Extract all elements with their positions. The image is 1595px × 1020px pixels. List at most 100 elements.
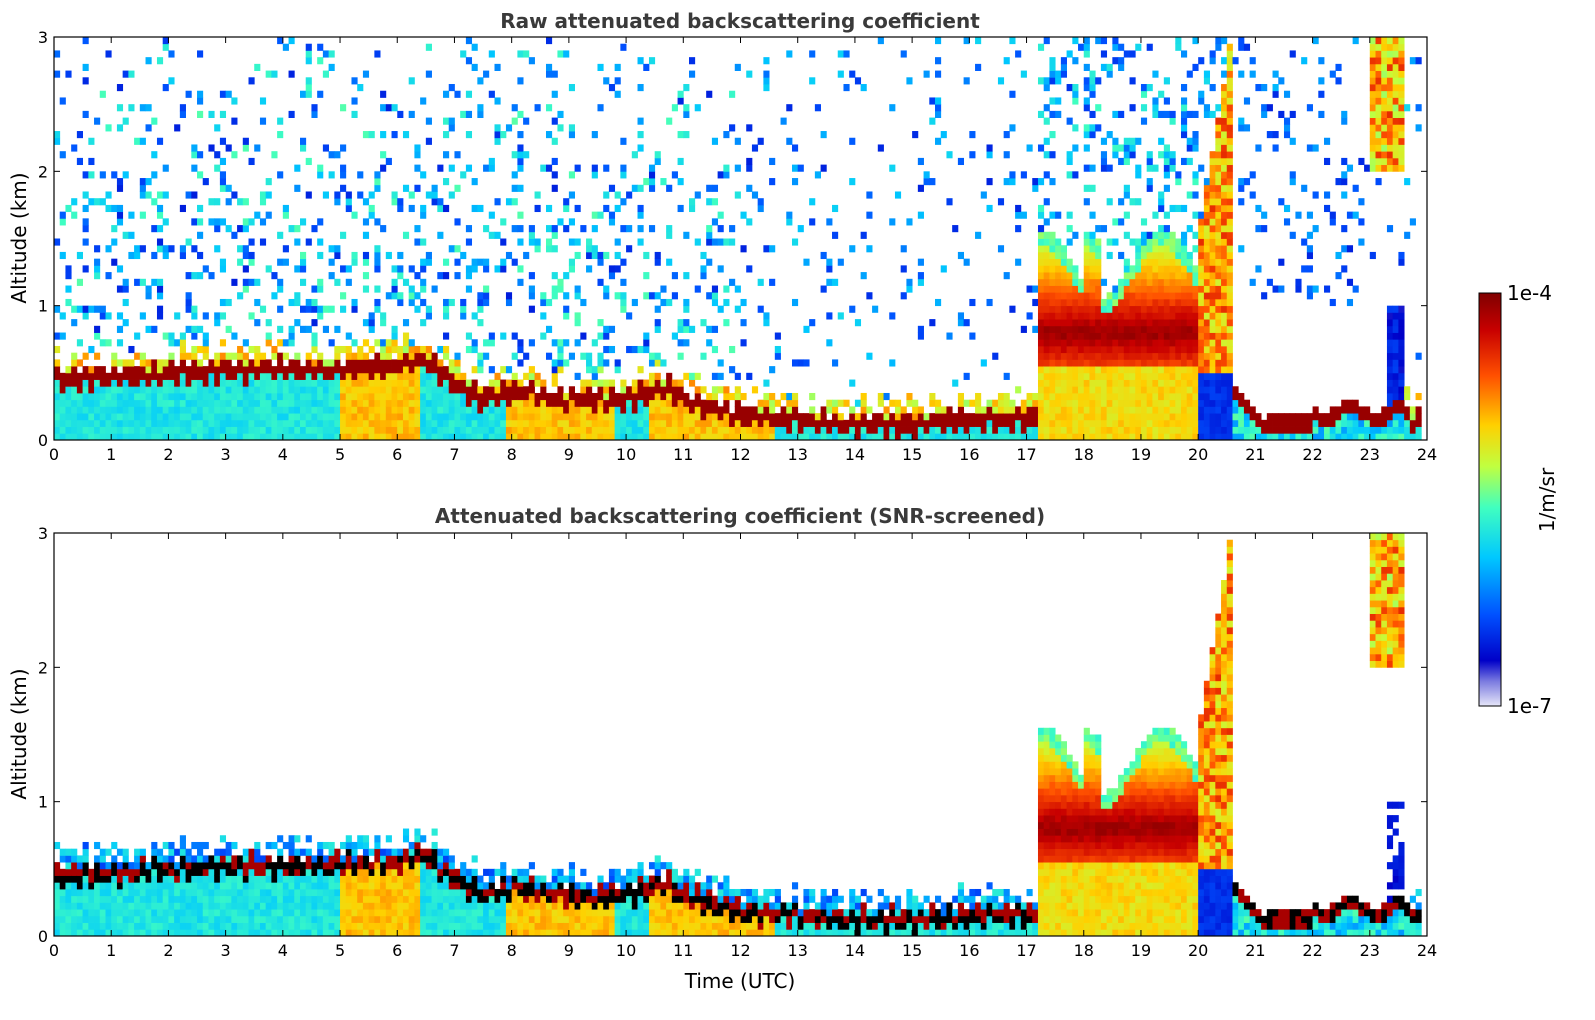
heatmap-cell — [1129, 386, 1136, 394]
heatmap-cell — [82, 882, 89, 890]
heatmap-cell — [580, 419, 587, 427]
heatmap-cell — [1386, 117, 1394, 125]
heatmap-cell — [528, 292, 535, 300]
heatmap-cell — [1352, 184, 1359, 192]
heatmap-cell — [139, 929, 146, 937]
heatmap-cell — [1146, 345, 1153, 354]
heatmap-cell — [957, 251, 965, 260]
heatmap-cell — [1386, 90, 1394, 98]
heatmap-cell — [454, 386, 461, 394]
heatmap-cell — [185, 419, 192, 427]
heatmap-cell — [65, 875, 72, 883]
heatmap-cell — [1083, 292, 1090, 300]
heatmap-cell — [729, 225, 736, 233]
heatmap-cell — [608, 265, 616, 273]
heatmap-cell — [763, 57, 770, 65]
heatmap-cell — [1209, 198, 1216, 206]
heatmap-cell — [517, 164, 524, 172]
heatmap-cell — [603, 433, 610, 441]
heatmap-cell — [1066, 406, 1073, 414]
heatmap-cell — [1129, 198, 1136, 206]
heatmap-cell — [345, 265, 352, 273]
heatmap-cell — [1146, 164, 1153, 172]
heatmap-cell — [837, 50, 844, 58]
heatmap-cell — [1049, 258, 1056, 266]
heatmap-cell — [591, 251, 598, 260]
heatmap-cell — [1209, 218, 1216, 226]
heatmap-cell — [1118, 379, 1125, 387]
heatmap-cell — [271, 272, 278, 280]
heatmap-cell — [408, 392, 415, 401]
heatmap-cell — [139, 178, 146, 186]
heatmap-cell — [786, 413, 793, 421]
heatmap-cell — [1158, 332, 1165, 340]
heatmap-cell — [465, 386, 473, 394]
heatmap-cell — [1100, 345, 1108, 354]
heatmap-cell — [448, 426, 455, 434]
heatmap-cell — [603, 325, 610, 333]
heatmap-cell — [660, 359, 667, 367]
heatmap-cell — [1152, 413, 1159, 421]
heatmap-cell — [1055, 251, 1062, 260]
heatmap-cell — [471, 204, 478, 213]
heatmap-cell — [82, 352, 89, 360]
heatmap-cell — [677, 386, 684, 394]
heatmap-cell — [317, 413, 324, 421]
heatmap-cell — [380, 104, 387, 112]
heatmap-cell — [1318, 77, 1325, 85]
heatmap-cell — [242, 392, 249, 401]
heatmap-cell — [128, 419, 135, 427]
heatmap-cell — [362, 258, 370, 266]
heatmap-cell — [214, 319, 221, 327]
heatmap-cell — [214, 413, 221, 421]
heatmap-cell — [1043, 285, 1050, 293]
heatmap-cell — [1060, 298, 1067, 307]
heatmap-cell — [122, 278, 129, 286]
heatmap-cell — [1415, 419, 1422, 427]
heatmap-cell — [88, 399, 95, 407]
heatmap-cell — [99, 433, 106, 441]
heatmap-cell — [1146, 312, 1153, 320]
heatmap-cell — [591, 406, 598, 414]
heatmap-cell — [1221, 292, 1228, 300]
heatmap-cell — [648, 419, 656, 427]
heatmap-cell — [574, 251, 581, 260]
heatmap-cell — [1015, 211, 1022, 219]
heatmap-cell — [408, 191, 415, 199]
heatmap-cell — [1020, 426, 1027, 434]
heatmap-cell — [168, 379, 175, 387]
heatmap-cell — [374, 379, 381, 387]
heatmap-cell — [505, 292, 513, 300]
heatmap-cell — [1226, 63, 1233, 71]
heatmap-cell — [179, 392, 186, 401]
heatmap-cell — [1123, 345, 1130, 354]
heatmap-cell — [551, 171, 558, 179]
heatmap-cell — [689, 204, 696, 213]
heatmap-cell — [168, 245, 175, 253]
heatmap-cell — [1192, 379, 1199, 387]
heatmap-cell — [694, 191, 701, 199]
heatmap-cell — [1026, 399, 1033, 407]
heatmap-cell — [1306, 144, 1313, 152]
heatmap-cell — [631, 379, 638, 387]
heatmap-cell — [1346, 298, 1354, 307]
heatmap-cell — [1358, 433, 1365, 441]
heatmap-cell — [328, 433, 335, 441]
heatmap-cell — [1118, 433, 1125, 441]
heatmap-cell — [1386, 50, 1394, 58]
heatmap-cell — [877, 426, 884, 434]
heatmap-cell — [214, 386, 221, 394]
heatmap-cell — [608, 218, 616, 226]
heatmap-cell — [1198, 305, 1205, 313]
heatmap-cell — [420, 238, 427, 246]
heatmap-cell — [1140, 413, 1148, 421]
heatmap-cell — [1158, 366, 1165, 374]
heatmap-cell — [1198, 278, 1205, 286]
heatmap-cell — [328, 258, 335, 266]
heatmap-cell — [1037, 372, 1045, 380]
heatmap-cell — [1083, 345, 1090, 354]
heatmap-cell — [1226, 97, 1233, 105]
heatmap-cell — [437, 399, 444, 407]
heatmap-cell — [214, 433, 221, 441]
heatmap-cell — [1003, 426, 1010, 434]
